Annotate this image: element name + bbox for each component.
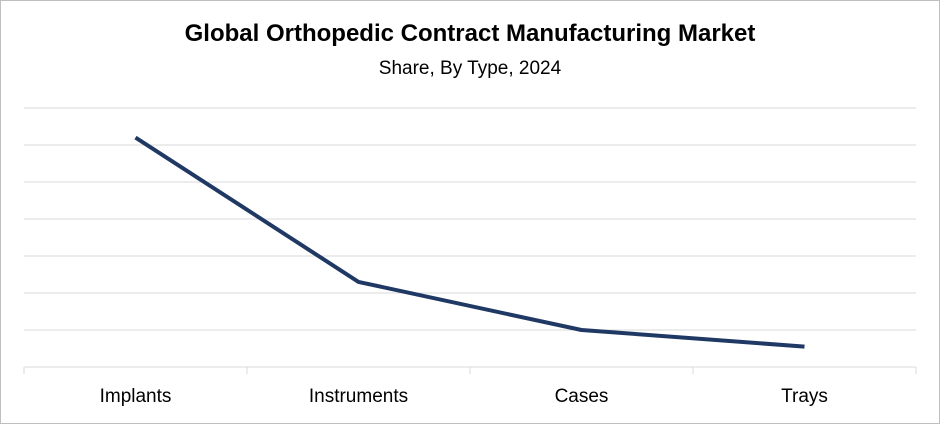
series-line-0 [134, 135, 805, 349]
x-tick-label-trays: Trays [781, 386, 828, 407]
chart-title: Global Orthopedic Contract Manufacturing… [184, 20, 756, 47]
x-tick-label-instruments: Instruments [309, 386, 408, 407]
gridlines [24, 107, 916, 331]
chart-subtitle: Share, By Type, 2024 [378, 58, 562, 79]
x-tick-labels: Implants Instruments Cases Trays [100, 386, 828, 407]
series-group [134, 135, 805, 349]
x-tick-label-cases: Cases [555, 386, 609, 407]
x-tick-label-implants: Implants [100, 386, 172, 407]
x-axis [23, 366, 917, 374]
